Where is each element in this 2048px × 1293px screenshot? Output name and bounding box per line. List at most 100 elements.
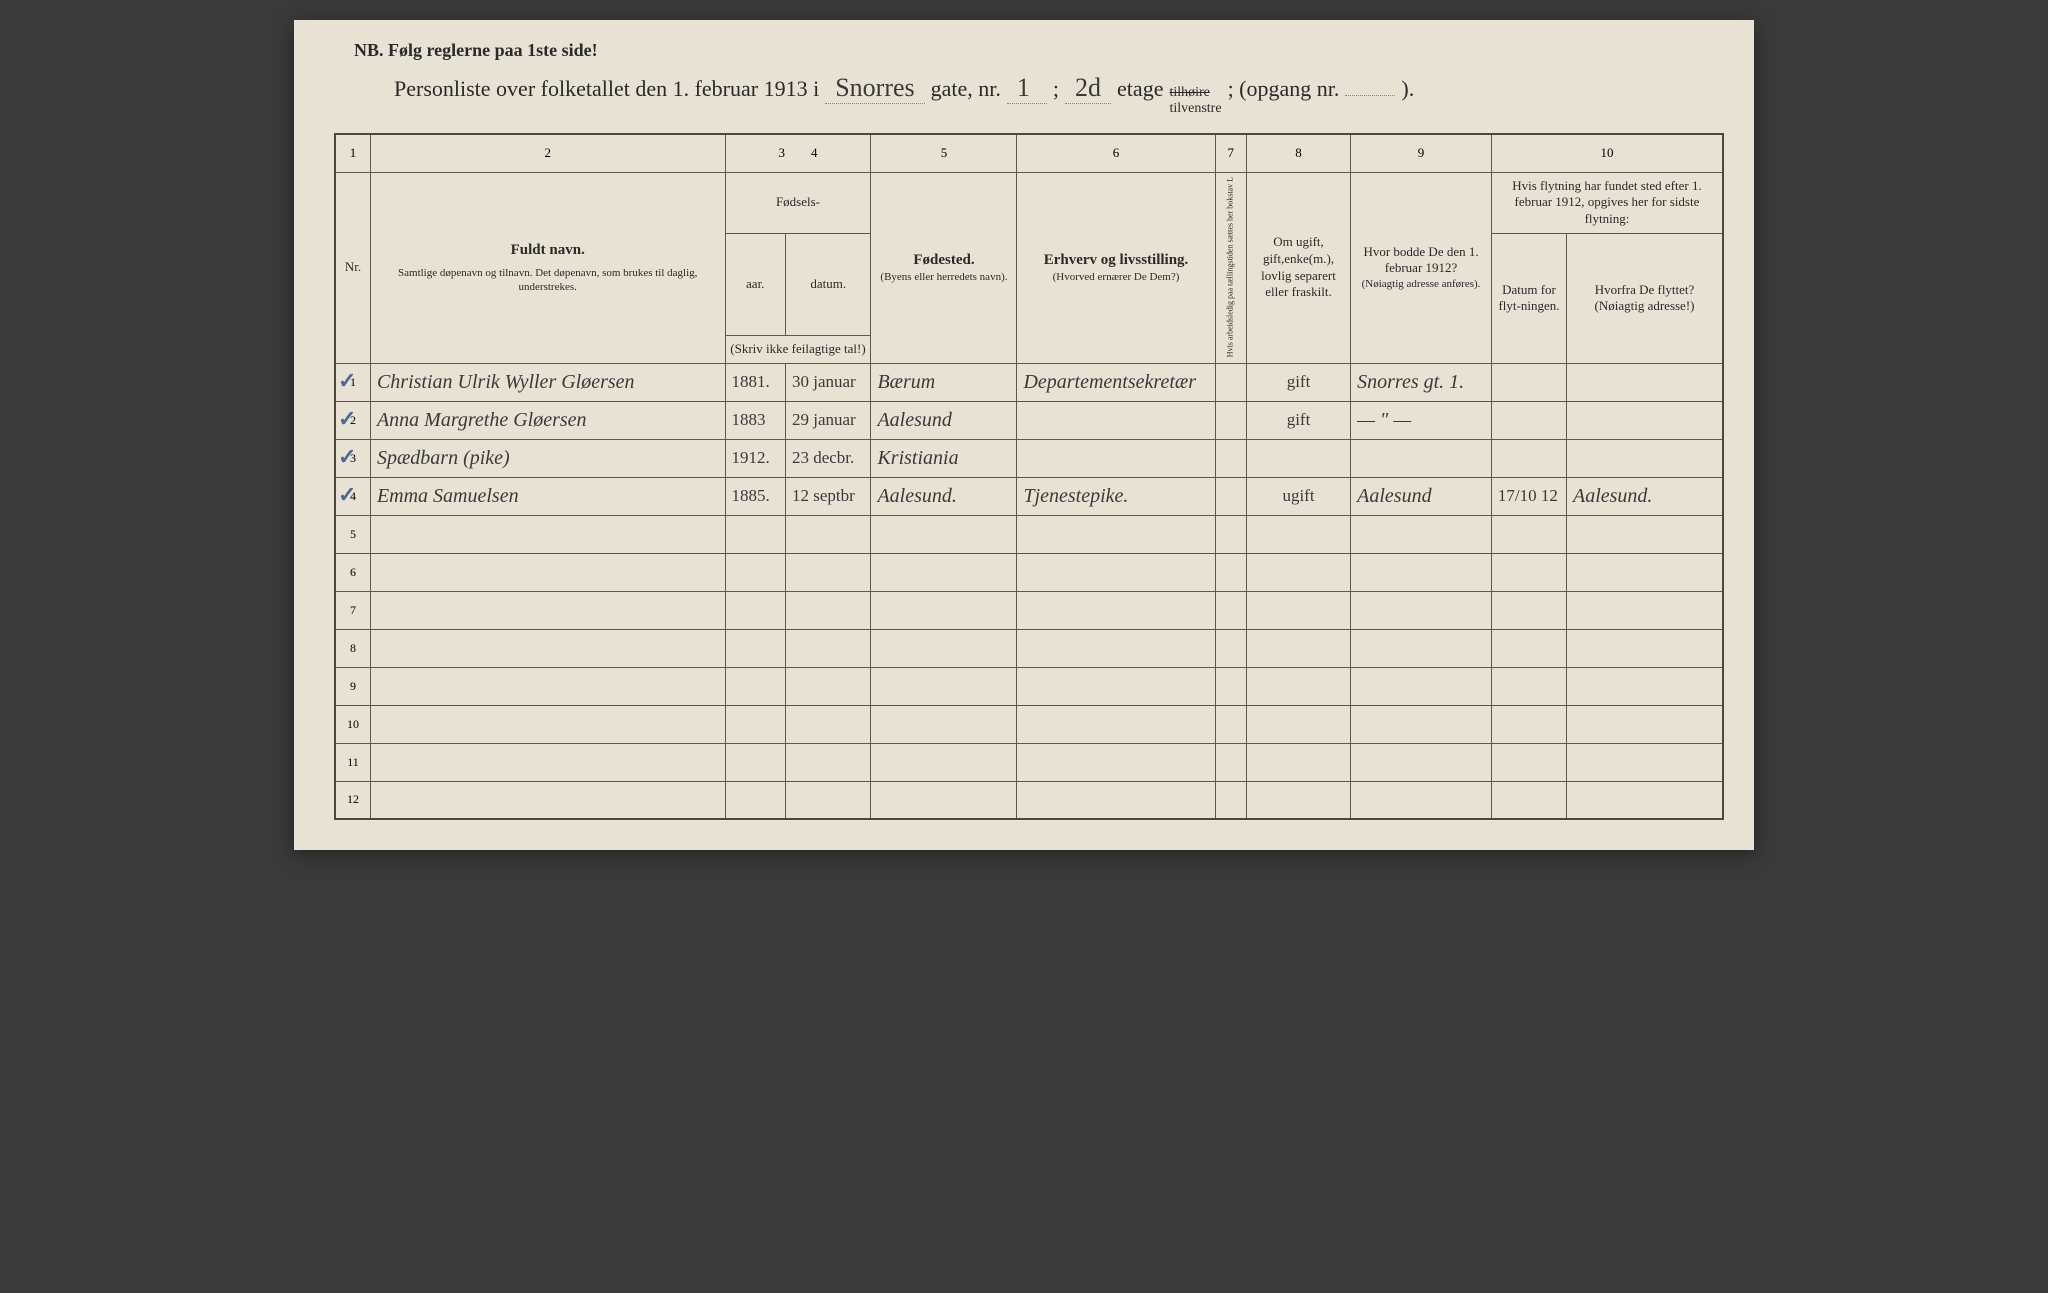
cell-ugift	[1246, 743, 1350, 781]
cell-datum	[785, 629, 871, 667]
cell-name: Spædbarn (pike)	[370, 439, 725, 477]
cell-fodested	[871, 629, 1017, 667]
colnum: 5	[871, 134, 1017, 172]
cell-datum: 29 januar	[785, 401, 871, 439]
census-form-page: NB. Følg reglerne paa 1ste side! Personl…	[294, 20, 1754, 850]
row-number: ✓1	[335, 363, 370, 401]
cell-ugift	[1246, 705, 1350, 743]
census-table: 1 2 3 4 5 6 7 8 9 10 Nr. Fuldt navn. Sam…	[334, 133, 1724, 820]
cell-erhverv	[1017, 781, 1215, 819]
cell-bodde: — " —	[1351, 401, 1492, 439]
cell-datum	[785, 667, 871, 705]
cell-ugift	[1246, 781, 1350, 819]
cell-col7	[1215, 781, 1246, 819]
cell-erhverv	[1017, 515, 1215, 553]
cell-col7	[1215, 553, 1246, 591]
check-icon: ✓	[338, 482, 356, 508]
cell-flyt-dat	[1491, 515, 1566, 553]
cell-datum: 30 januar	[785, 363, 871, 401]
opgang-label: ; (opgang nr.	[1228, 76, 1340, 102]
cell-name	[370, 705, 725, 743]
row-number: 9	[335, 667, 370, 705]
cell-fodested: Aalesund	[871, 401, 1017, 439]
opgang-number	[1345, 95, 1395, 96]
cell-bodde	[1351, 705, 1492, 743]
cell-flyt-dat	[1491, 591, 1566, 629]
cell-hvorfra	[1567, 363, 1724, 401]
header-row-1: Nr. Fuldt navn. Samtlige døpenavn og til…	[335, 172, 1723, 234]
table-row: 12	[335, 781, 1723, 819]
row-number: 5	[335, 515, 370, 553]
cell-name	[370, 781, 725, 819]
cell-hvorfra	[1567, 553, 1724, 591]
cell-datum	[785, 553, 871, 591]
colnum: 3 4	[725, 134, 871, 172]
cell-name	[370, 515, 725, 553]
etage-number: 2d	[1065, 73, 1111, 104]
title-prefix: Personliste over folketallet den 1. febr…	[394, 76, 819, 102]
cell-bodde	[1351, 667, 1492, 705]
row-number: ✓3	[335, 439, 370, 477]
gate-label: gate, nr.	[931, 76, 1001, 102]
cell-bodde: Snorres gt. 1.	[1351, 363, 1492, 401]
colnum: 2	[370, 134, 725, 172]
column-number-row: 1 2 3 4 5 6 7 8 9 10	[335, 134, 1723, 172]
cell-flyt-dat	[1491, 667, 1566, 705]
cell-name	[370, 591, 725, 629]
check-icon: ✓	[338, 444, 356, 470]
cell-aar: 1883	[725, 401, 785, 439]
cell-name: Christian Ulrik Wyller Gløersen	[370, 363, 725, 401]
cell-name: Anna Margrethe Gløersen	[370, 401, 725, 439]
cell-col7	[1215, 705, 1246, 743]
row-number: 12	[335, 781, 370, 819]
cell-col7	[1215, 629, 1246, 667]
cell-fodested	[871, 515, 1017, 553]
cell-datum	[785, 705, 871, 743]
cell-erhverv	[1017, 591, 1215, 629]
cell-flyt-dat	[1491, 743, 1566, 781]
cell-aar	[725, 591, 785, 629]
cell-aar	[725, 553, 785, 591]
cell-hvorfra	[1567, 705, 1724, 743]
check-icon: ✓	[338, 406, 356, 432]
cell-col7	[1215, 667, 1246, 705]
header-skriv: (Skriv ikke feilagtige tal!)	[725, 335, 871, 363]
cell-fodested	[871, 743, 1017, 781]
cell-datum	[785, 743, 871, 781]
row-number: 11	[335, 743, 370, 781]
cell-col7	[1215, 477, 1246, 515]
cell-aar: 1881.	[725, 363, 785, 401]
cell-flyt-dat	[1491, 553, 1566, 591]
table-row: ✓1Christian Ulrik Wyller Gløersen1881.30…	[335, 363, 1723, 401]
cell-aar	[725, 705, 785, 743]
table-row: ✓2Anna Margrethe Gløersen188329 januarAa…	[335, 401, 1723, 439]
street-name: Snorres	[825, 73, 924, 104]
cell-aar	[725, 781, 785, 819]
cell-erhverv: Departementsekretær	[1017, 363, 1215, 401]
cell-ugift	[1246, 667, 1350, 705]
cell-hvorfra	[1567, 439, 1724, 477]
cell-aar	[725, 515, 785, 553]
cell-erhverv	[1017, 553, 1215, 591]
cell-flyt-dat	[1491, 629, 1566, 667]
cell-name	[370, 667, 725, 705]
semicolon: ;	[1053, 76, 1059, 102]
cell-name: Emma Samuelsen	[370, 477, 725, 515]
cell-bodde: Aalesund	[1351, 477, 1492, 515]
cell-aar	[725, 743, 785, 781]
table-row: 5	[335, 515, 1723, 553]
cell-bodde	[1351, 439, 1492, 477]
cell-col7	[1215, 401, 1246, 439]
cell-col7	[1215, 591, 1246, 629]
cell-fodested	[871, 705, 1017, 743]
nb-header: NB. Følg reglerne paa 1ste side!	[354, 40, 1724, 61]
row-number: 7	[335, 591, 370, 629]
title-close: ).	[1401, 76, 1414, 102]
cell-flyt-dat	[1491, 363, 1566, 401]
cell-datum: 23 decbr.	[785, 439, 871, 477]
cell-datum: 12 septbr	[785, 477, 871, 515]
cell-fodested: Aalesund.	[871, 477, 1017, 515]
colnum: 10	[1491, 134, 1723, 172]
cell-flyt-dat: 17/10 12	[1491, 477, 1566, 515]
header-aar: aar.	[725, 234, 785, 336]
